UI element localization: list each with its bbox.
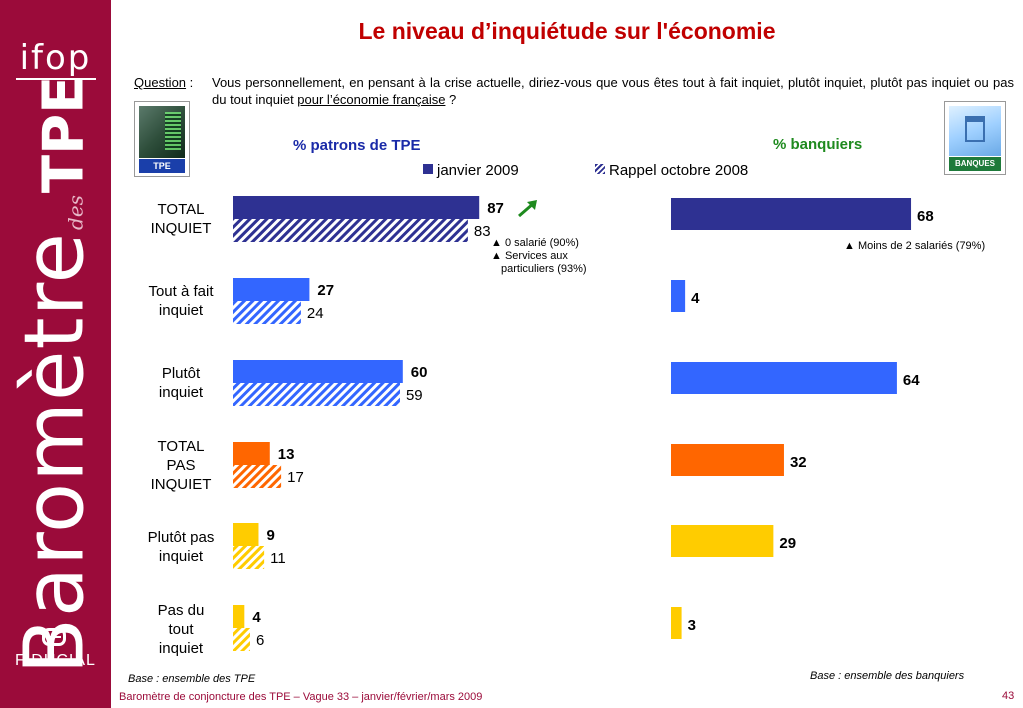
fiducial-icon (42, 628, 66, 646)
bar-banquiers (671, 607, 682, 639)
annotation-0-salarie: ▲ 0 salarié (90%) (491, 237, 579, 249)
data-label-tpe-janvier-2009: 87 (487, 200, 504, 217)
question-text-part2: ? (445, 92, 457, 107)
question-sep: : (186, 75, 194, 90)
data-label-tpe-janvier-2009: 60 (411, 364, 428, 381)
category-label-line: inquiet (158, 302, 204, 319)
data-label-banquiers: 68 (917, 208, 934, 225)
banques-logo: BANQUES (944, 101, 1006, 175)
base-note-banquiers: Base : ensemble des banquiers (810, 670, 965, 682)
legend-item-octobre-2008: Rappel octobre 2008 (595, 162, 748, 179)
question-block: Question : Vous personnellement, en pens… (134, 74, 1014, 107)
bar-tpe-janvier-2009 (233, 360, 403, 383)
ifop-logo: ifop (0, 38, 111, 80)
bar-tpe-octobre-2008 (233, 383, 400, 406)
category-label-line: inquiet (158, 639, 204, 657)
bar-tpe-octobre-2008 (233, 465, 282, 488)
question-text: Vous personnellement, en pensant à la cr… (212, 74, 1014, 108)
question-text-underlined: pour l’économie française (297, 92, 446, 107)
data-label-banquiers: 3 (688, 617, 696, 634)
legend-swatch-solid (423, 164, 433, 174)
question-text-part1: Vous personnellement, en pensant à la cr… (212, 75, 1014, 107)
chart-title-banquiers: % banquiers (773, 136, 863, 153)
data-label-tpe-octobre-2008: 17 (287, 469, 304, 486)
data-label-banquiers: 64 (903, 372, 920, 389)
bar-tpe-janvier-2009 (233, 196, 480, 219)
bar-tpe-janvier-2009 (233, 278, 310, 301)
data-label-banquiers: 29 (779, 535, 796, 552)
annotation-services: ▲ Services aux (491, 250, 568, 262)
tpe-photo-icon (139, 106, 185, 158)
footer-text: Baromètre de conjoncture des TPE – Vague… (119, 691, 483, 703)
data-label-tpe-janvier-2009: 13 (278, 446, 295, 463)
bank-building-icon (949, 106, 1001, 156)
category-label: Plutôt inquiet (126, 364, 236, 402)
bar-banquiers (671, 280, 686, 312)
fiducial-logo: FIDUCIAL (15, 652, 96, 669)
legend-label: Rappel octobre 2008 (609, 162, 749, 179)
bar-banquiers (671, 444, 784, 476)
bar-tpe-janvier-2009 (233, 523, 259, 546)
data-label-tpe-octobre-2008: 6 (256, 632, 264, 649)
data-label-tpe-octobre-2008: 83 (474, 223, 491, 240)
data-label-banquiers: 4 (691, 290, 700, 307)
bar-banquiers (671, 198, 912, 230)
base-note-tpe: Base : ensemble des TPE (128, 673, 256, 685)
bar-banquiers (671, 525, 774, 557)
category-label-line: Tout à fait (148, 283, 214, 300)
category-label-line: tout (168, 620, 194, 638)
bar-banquiers (671, 362, 897, 394)
bar-tpe-janvier-2009 (233, 442, 270, 465)
annotation-particuliers: particuliers (93%) (501, 263, 587, 275)
category-label-line: Pas du (157, 601, 205, 619)
page-number: 43 (1002, 690, 1015, 702)
tpe-logo-label: TPE (139, 159, 185, 173)
legend-label: janvier 2009 (437, 162, 519, 179)
chart-title-tpe: % patrons de TPE (293, 137, 421, 154)
bar-tpe-octobre-2008 (233, 546, 265, 569)
category-label: TOTAL PAS INQUIET (126, 437, 236, 494)
category-label-line: INQUIET (150, 475, 212, 493)
category-label: TOTAL INQUIET (126, 200, 236, 238)
category-label: Plutôt pas inquiet (126, 528, 236, 566)
legend-item-janvier-2009: janvier 2009 (423, 162, 519, 179)
data-label-tpe-janvier-2009: 9 (266, 527, 274, 544)
data-label-tpe-octobre-2008: 11 (270, 550, 286, 567)
category-label: Tout à fait inquiet (126, 282, 236, 320)
category-label-line: TOTAL (157, 437, 205, 455)
annotation-moins-2-salaries: ▲ Moins de 2 salariés (79%) (844, 240, 986, 252)
category-label-line: Plutôt (161, 365, 201, 382)
up-arrow-head-icon (527, 200, 537, 210)
data-label-tpe-octobre-2008: 24 (307, 305, 324, 322)
legend-swatch-hatched (595, 164, 605, 174)
data-label-banquiers: 32 (790, 454, 807, 471)
banques-logo-label: BANQUES (949, 157, 1001, 171)
category-label-line: inquiet (158, 548, 204, 565)
category-label: Pas du tout inquiet (126, 601, 236, 658)
data-label-tpe-janvier-2009: 4 (252, 609, 261, 626)
data-label-tpe-octobre-2008: 59 (406, 387, 423, 404)
bar-tpe-octobre-2008 (233, 628, 250, 651)
data-label-tpe-janvier-2009: 27 (317, 282, 334, 299)
bar-tpe-octobre-2008 (233, 301, 301, 324)
brand-sidebar: ifop BaromètredesTPE FIDUCIAL (0, 0, 111, 708)
bar-tpe-octobre-2008 (233, 219, 468, 242)
category-label-line: TOTAL (157, 201, 205, 218)
tpe-logo: TPE (134, 101, 190, 177)
category-label-line: inquiet (158, 384, 204, 401)
category-label-line: Plutôt pas (147, 529, 215, 546)
category-label-line: PAS (166, 456, 196, 474)
question-label: Question (134, 75, 187, 90)
page-title: Le niveau d’inquiétude sur l'économie (358, 18, 776, 44)
category-label-line: INQUIET (150, 220, 212, 237)
bar-tpe-janvier-2009 (233, 605, 245, 628)
